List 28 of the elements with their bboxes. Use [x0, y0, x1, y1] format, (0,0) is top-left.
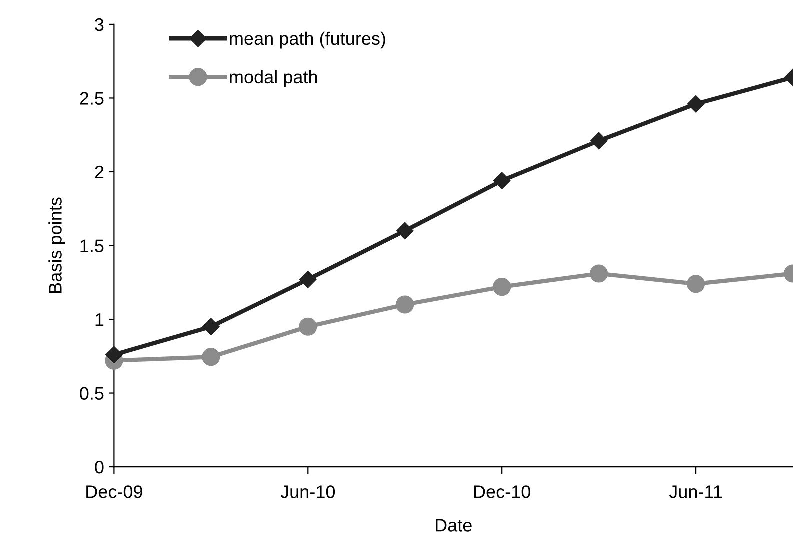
y-tick-label: 1 [96, 314, 104, 326]
y-axis-title: Basis points [48, 198, 66, 293]
point [493, 278, 512, 296]
y-tick-label: 0.5 [80, 387, 104, 400]
x-tick-label: Jun-10 [280, 486, 336, 498]
point [300, 271, 317, 288]
x-axis-title: Date [436, 519, 472, 532]
point [396, 296, 414, 314]
y-tick-label: 2.5 [80, 92, 104, 105]
point [202, 318, 220, 336]
point [590, 132, 608, 150]
point [687, 96, 705, 113]
point [590, 264, 608, 283]
x-tick-label: Dec-09 [86, 486, 142, 498]
y-tick-label: 0 [95, 460, 104, 474]
y-tick-label: 2 [95, 166, 104, 179]
point [106, 346, 123, 364]
y-tick-label: 3 [95, 18, 104, 32]
x-tick-label: Jun-11 [669, 486, 722, 498]
point [494, 172, 511, 190]
point [687, 275, 706, 294]
point [202, 348, 220, 366]
point [299, 318, 318, 336]
point [396, 222, 414, 240]
y-tick-label: 1.5 [80, 240, 104, 252]
legend-label: modal path [230, 70, 318, 88]
legend-label: mean path (futures) [230, 32, 386, 49]
x-tick-label: Dec-10 [474, 486, 530, 498]
